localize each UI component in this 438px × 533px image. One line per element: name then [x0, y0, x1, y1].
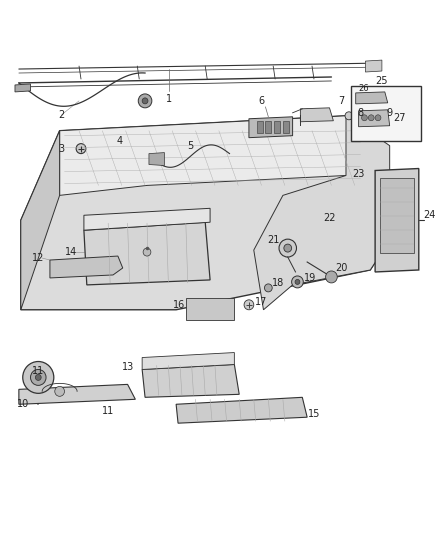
Circle shape: [368, 115, 374, 121]
Text: 11: 11: [32, 367, 44, 376]
Text: 21: 21: [267, 235, 279, 245]
Text: 20: 20: [335, 263, 347, 273]
Polygon shape: [142, 352, 234, 369]
Text: 9: 9: [387, 108, 393, 118]
Polygon shape: [21, 116, 390, 310]
Circle shape: [35, 375, 41, 381]
Text: 3: 3: [59, 143, 65, 154]
Circle shape: [138, 94, 152, 108]
Bar: [186, 298, 234, 320]
Bar: [380, 179, 414, 253]
Circle shape: [279, 239, 297, 257]
Circle shape: [244, 300, 254, 310]
Circle shape: [375, 115, 381, 121]
Polygon shape: [375, 168, 419, 272]
Text: 23: 23: [353, 169, 365, 180]
Text: 24: 24: [424, 210, 436, 220]
Text: 13: 13: [121, 362, 134, 373]
Text: 10: 10: [17, 399, 29, 409]
Circle shape: [345, 112, 353, 120]
Polygon shape: [149, 152, 164, 166]
Polygon shape: [356, 92, 388, 104]
Text: 26: 26: [359, 84, 369, 93]
Text: 19: 19: [304, 273, 316, 283]
Text: 11: 11: [102, 406, 114, 416]
Circle shape: [295, 279, 300, 285]
Circle shape: [55, 386, 64, 397]
Circle shape: [31, 369, 46, 385]
Text: 8: 8: [357, 108, 364, 118]
Polygon shape: [21, 131, 60, 310]
Polygon shape: [15, 84, 31, 92]
Circle shape: [265, 284, 272, 292]
Polygon shape: [176, 397, 307, 423]
Polygon shape: [300, 108, 333, 122]
Bar: [257, 121, 262, 133]
Bar: [351, 86, 421, 141]
Polygon shape: [84, 222, 210, 285]
Bar: [274, 121, 280, 133]
Text: 12: 12: [32, 253, 45, 263]
Circle shape: [325, 271, 337, 283]
Circle shape: [23, 361, 54, 393]
Polygon shape: [254, 116, 390, 310]
Bar: [283, 121, 289, 133]
Text: 2: 2: [58, 110, 65, 120]
Polygon shape: [142, 365, 239, 397]
Bar: [265, 121, 271, 133]
Text: 14: 14: [65, 247, 78, 257]
Circle shape: [361, 115, 367, 121]
Polygon shape: [84, 208, 210, 230]
Polygon shape: [60, 116, 390, 196]
Polygon shape: [359, 110, 390, 127]
Text: 4: 4: [117, 136, 123, 146]
Circle shape: [76, 144, 86, 154]
Text: 27: 27: [394, 113, 406, 123]
Text: 16: 16: [173, 300, 185, 310]
Text: 25: 25: [376, 76, 388, 86]
Text: 5: 5: [187, 141, 194, 151]
Circle shape: [142, 98, 148, 104]
Text: 1: 1: [166, 94, 173, 104]
Text: 7: 7: [338, 96, 344, 106]
Circle shape: [143, 248, 151, 256]
Text: 6: 6: [258, 96, 265, 106]
Polygon shape: [50, 256, 123, 278]
Polygon shape: [365, 60, 382, 72]
Text: 15: 15: [308, 409, 320, 419]
Text: 17: 17: [255, 297, 268, 307]
Text: 18: 18: [272, 278, 284, 288]
Circle shape: [292, 276, 303, 288]
Polygon shape: [19, 384, 135, 404]
Circle shape: [284, 244, 292, 252]
Text: 22: 22: [323, 213, 336, 223]
Polygon shape: [249, 117, 293, 138]
